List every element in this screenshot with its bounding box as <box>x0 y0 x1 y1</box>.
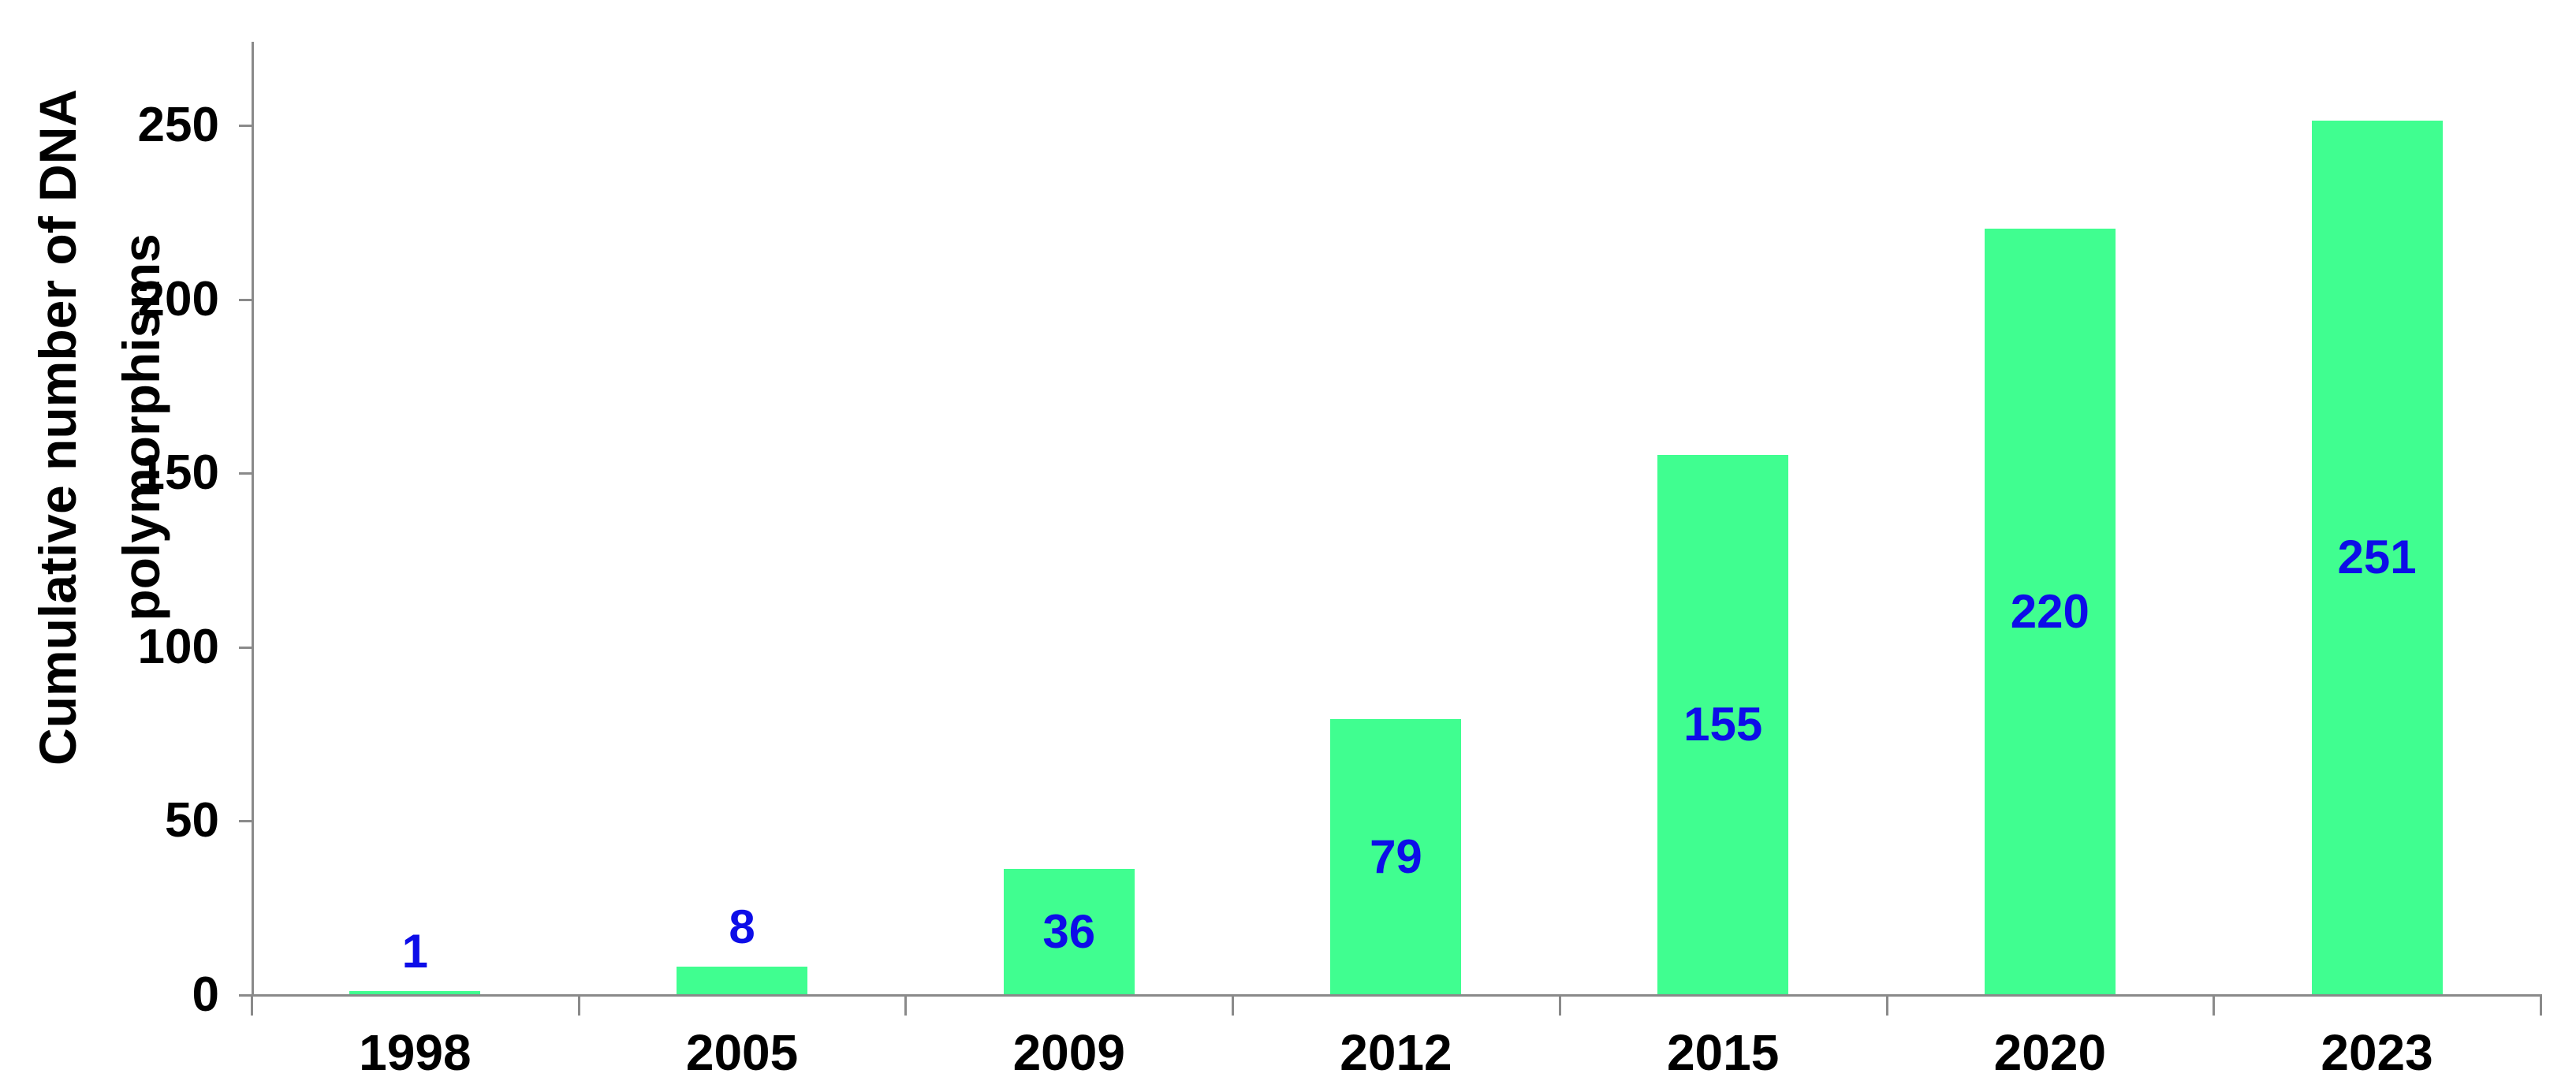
x-axis-category-label: 2009 <box>1012 1024 1125 1081</box>
y-axis-tick <box>239 472 252 475</box>
x-axis-tick <box>904 994 908 1016</box>
x-axis-category-label: 2020 <box>1993 1024 2107 1081</box>
y-axis-tick-label: 100 <box>137 619 219 674</box>
y-axis-tick-label: 50 <box>165 793 219 848</box>
bar-2012 <box>1330 719 1462 994</box>
x-axis-category-label: 2012 <box>1340 1024 1452 1081</box>
bar-2015 <box>1657 455 1789 994</box>
bar-value-label: 251 <box>2337 531 2417 584</box>
y-axis-tick-label: 200 <box>137 271 219 326</box>
x-axis-category-label: 2015 <box>1666 1024 1780 1081</box>
y-axis-tick-label: 250 <box>137 97 219 152</box>
y-axis-tick <box>239 646 252 649</box>
bar-2009 <box>1003 869 1135 994</box>
bar-value-label: 220 <box>2010 584 2090 638</box>
bar-2005 <box>677 966 808 994</box>
bar-value-label: 79 <box>1370 829 1422 883</box>
bar-value-label: 36 <box>1042 904 1096 958</box>
bar-1998 <box>349 990 481 994</box>
x-axis-tick <box>577 994 580 1016</box>
y-axis-tick <box>239 124 252 127</box>
x-axis-tick <box>1558 994 1561 1016</box>
x-axis-tick <box>1232 994 1235 1016</box>
y-axis-tick-label: 150 <box>137 445 219 501</box>
bar-value-label: 155 <box>1683 698 1763 751</box>
y-axis-tick-label: 0 <box>192 967 219 1022</box>
x-axis-category-label: 2023 <box>2321 1024 2433 1081</box>
x-axis-tick <box>2539 994 2542 1016</box>
x-axis-line <box>252 994 2541 997</box>
x-axis-category-label: 2005 <box>685 1024 799 1081</box>
y-axis-tick <box>239 994 252 997</box>
y-axis-tick <box>239 298 252 301</box>
bar-2023 <box>2311 121 2443 994</box>
bar-2020 <box>1984 229 2116 994</box>
x-axis-category-label: 1998 <box>359 1024 472 1081</box>
x-axis-tick <box>251 994 253 1016</box>
y-axis-tick <box>239 820 252 823</box>
y-axis-line <box>252 42 254 997</box>
x-axis-tick <box>1885 994 1888 1016</box>
bar-value-label: 8 <box>729 900 755 953</box>
bar-value-label: 1 <box>401 924 429 978</box>
x-axis-tick <box>2213 994 2216 1016</box>
